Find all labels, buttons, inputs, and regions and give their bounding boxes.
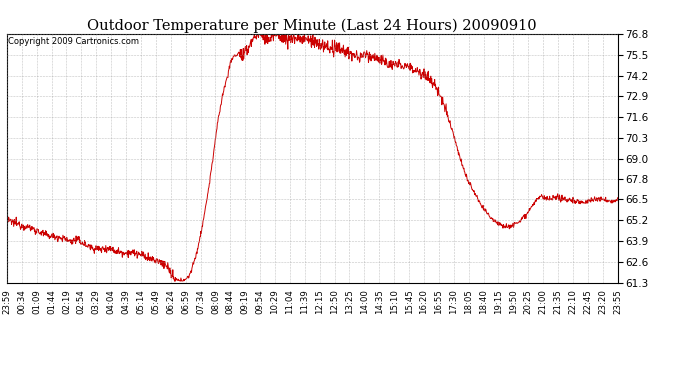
Title: Outdoor Temperature per Minute (Last 24 Hours) 20090910: Outdoor Temperature per Minute (Last 24 … (88, 18, 537, 33)
Text: Copyright 2009 Cartronics.com: Copyright 2009 Cartronics.com (8, 38, 139, 46)
